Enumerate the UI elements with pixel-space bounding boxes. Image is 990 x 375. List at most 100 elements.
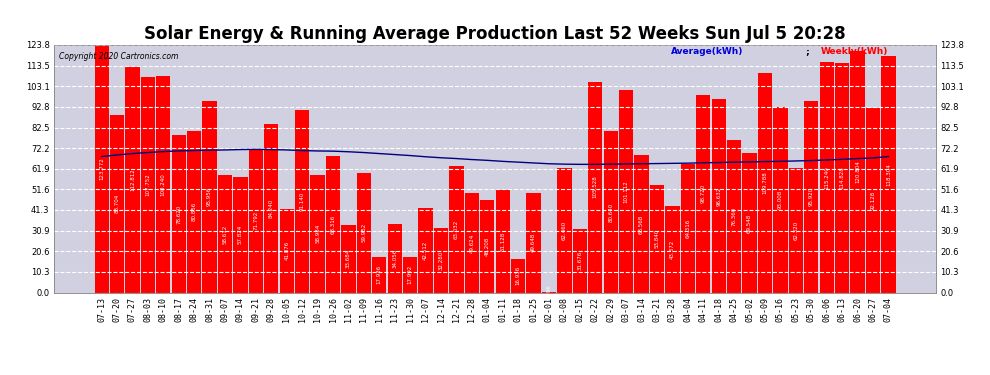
Text: 33.684: 33.684 — [346, 249, 350, 268]
Text: 57.824: 57.824 — [238, 225, 243, 245]
Bar — [141, 77, 155, 292]
Text: 32.280: 32.280 — [439, 251, 444, 270]
Text: 17.992: 17.992 — [408, 265, 413, 284]
Text: Copyright 2020 Cartronics.com: Copyright 2020 Cartronics.com — [58, 53, 178, 62]
Text: 118.304: 118.304 — [886, 163, 891, 186]
Text: 59.952: 59.952 — [361, 223, 366, 242]
Text: 17.936: 17.936 — [377, 265, 382, 284]
Bar — [94, 45, 109, 292]
Bar — [649, 185, 664, 292]
Bar — [311, 175, 325, 292]
Text: 43.372: 43.372 — [670, 240, 675, 259]
Bar — [110, 115, 124, 292]
Bar — [619, 90, 634, 292]
Bar — [279, 209, 294, 292]
Bar — [203, 100, 217, 292]
Text: 84.240: 84.240 — [269, 199, 274, 218]
Bar — [295, 110, 309, 292]
Bar — [635, 155, 648, 292]
Bar — [234, 177, 248, 292]
Bar — [218, 176, 232, 292]
Text: 0.096: 0.096 — [546, 285, 551, 300]
Text: 93.008: 93.008 — [778, 190, 783, 209]
Bar — [156, 76, 170, 292]
Bar — [342, 225, 355, 292]
Text: 64.316: 64.316 — [685, 219, 690, 238]
Text: 76.360: 76.360 — [732, 207, 737, 226]
Bar — [789, 168, 803, 292]
Text: 63.032: 63.032 — [454, 220, 459, 239]
Text: 92.128: 92.128 — [870, 191, 875, 210]
Text: 80.640: 80.640 — [608, 202, 613, 222]
Bar — [696, 95, 711, 292]
Bar — [727, 140, 742, 292]
Text: 123.772: 123.772 — [99, 158, 104, 180]
Bar — [604, 131, 618, 292]
Bar — [820, 62, 834, 292]
Text: 120.804: 120.804 — [855, 160, 860, 183]
Bar — [434, 228, 448, 292]
Text: 49.624: 49.624 — [469, 233, 474, 252]
Text: ;: ; — [804, 48, 813, 57]
Bar — [588, 81, 602, 292]
Bar — [372, 256, 386, 292]
Text: 96.632: 96.632 — [716, 186, 721, 206]
Bar — [464, 193, 479, 292]
Bar — [388, 224, 402, 292]
Bar — [804, 101, 819, 292]
Bar — [449, 166, 463, 292]
Text: 114.828: 114.828 — [840, 166, 844, 189]
Bar — [527, 193, 541, 292]
Text: 108.240: 108.240 — [160, 173, 165, 196]
Text: 109.788: 109.788 — [762, 171, 767, 194]
Text: 51.128: 51.128 — [500, 232, 505, 251]
Bar — [557, 168, 571, 292]
Bar — [712, 99, 726, 292]
Text: Weekly(kWh): Weekly(kWh) — [821, 48, 888, 57]
Bar — [681, 164, 695, 292]
Text: 34.056: 34.056 — [392, 249, 397, 268]
Bar — [403, 256, 417, 292]
Text: 41.876: 41.876 — [284, 241, 289, 260]
Text: 105.528: 105.528 — [593, 176, 598, 198]
Text: 42.512: 42.512 — [423, 240, 428, 260]
Text: 68.568: 68.568 — [640, 214, 644, 234]
Text: 68.316: 68.316 — [331, 214, 336, 234]
Text: 62.460: 62.460 — [562, 220, 567, 240]
Bar — [866, 108, 880, 292]
Text: 78.620: 78.620 — [176, 204, 181, 224]
Text: 107.752: 107.752 — [146, 173, 150, 196]
Text: 101.112: 101.112 — [624, 180, 629, 203]
Bar — [496, 190, 510, 292]
Text: 91.140: 91.140 — [300, 192, 305, 211]
Bar — [665, 206, 679, 292]
Text: 115.240: 115.240 — [825, 166, 830, 189]
Text: 69.548: 69.548 — [747, 213, 752, 232]
Text: 95.956: 95.956 — [207, 187, 212, 206]
Bar — [171, 135, 186, 292]
Text: 98.720: 98.720 — [701, 184, 706, 204]
Text: 112.812: 112.812 — [130, 168, 135, 191]
Text: 88.704: 88.704 — [115, 194, 120, 213]
Bar — [881, 56, 896, 292]
Bar — [742, 153, 756, 292]
Bar — [835, 63, 849, 292]
Bar — [356, 172, 371, 292]
Text: 58.984: 58.984 — [315, 224, 320, 243]
Bar — [773, 106, 787, 292]
Bar — [126, 67, 140, 292]
Bar — [419, 207, 433, 292]
Bar — [248, 149, 263, 292]
Text: 16.936: 16.936 — [516, 266, 521, 285]
Text: Average(kWh): Average(kWh) — [671, 48, 743, 57]
Bar — [187, 131, 201, 292]
Text: 58.612: 58.612 — [223, 224, 228, 243]
Text: 95.920: 95.920 — [809, 187, 814, 206]
Text: 49.648: 49.648 — [531, 233, 536, 252]
Text: 46.208: 46.208 — [485, 237, 490, 256]
Bar — [326, 156, 341, 292]
Text: 53.840: 53.840 — [654, 229, 659, 248]
Text: 80.856: 80.856 — [192, 202, 197, 221]
Bar — [850, 51, 864, 292]
Bar — [573, 229, 587, 292]
